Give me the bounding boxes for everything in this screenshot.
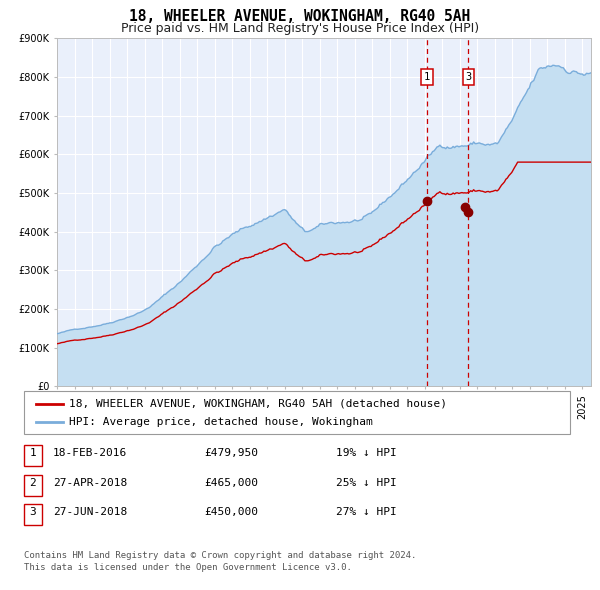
Text: HPI: Average price, detached house, Wokingham: HPI: Average price, detached house, Woki… — [69, 417, 373, 427]
Text: Contains HM Land Registry data © Crown copyright and database right 2024.: Contains HM Land Registry data © Crown c… — [24, 552, 416, 560]
Text: 1: 1 — [29, 448, 37, 458]
Text: £450,000: £450,000 — [204, 507, 258, 517]
Text: 3: 3 — [465, 72, 472, 82]
Text: 18-FEB-2016: 18-FEB-2016 — [53, 448, 127, 458]
Text: £479,950: £479,950 — [204, 448, 258, 458]
Text: Price paid vs. HM Land Registry's House Price Index (HPI): Price paid vs. HM Land Registry's House … — [121, 22, 479, 35]
Text: £465,000: £465,000 — [204, 478, 258, 487]
Text: 25% ↓ HPI: 25% ↓ HPI — [336, 478, 397, 487]
Text: 19% ↓ HPI: 19% ↓ HPI — [336, 448, 397, 458]
Text: 27% ↓ HPI: 27% ↓ HPI — [336, 507, 397, 517]
Text: 1: 1 — [424, 72, 430, 82]
Text: 27-APR-2018: 27-APR-2018 — [53, 478, 127, 487]
Text: 27-JUN-2018: 27-JUN-2018 — [53, 507, 127, 517]
Text: 18, WHEELER AVENUE, WOKINGHAM, RG40 5AH: 18, WHEELER AVENUE, WOKINGHAM, RG40 5AH — [130, 9, 470, 24]
Text: 18, WHEELER AVENUE, WOKINGHAM, RG40 5AH (detached house): 18, WHEELER AVENUE, WOKINGHAM, RG40 5AH … — [69, 399, 447, 409]
Text: 3: 3 — [29, 507, 37, 517]
Text: 2: 2 — [29, 478, 37, 487]
Text: This data is licensed under the Open Government Licence v3.0.: This data is licensed under the Open Gov… — [24, 563, 352, 572]
